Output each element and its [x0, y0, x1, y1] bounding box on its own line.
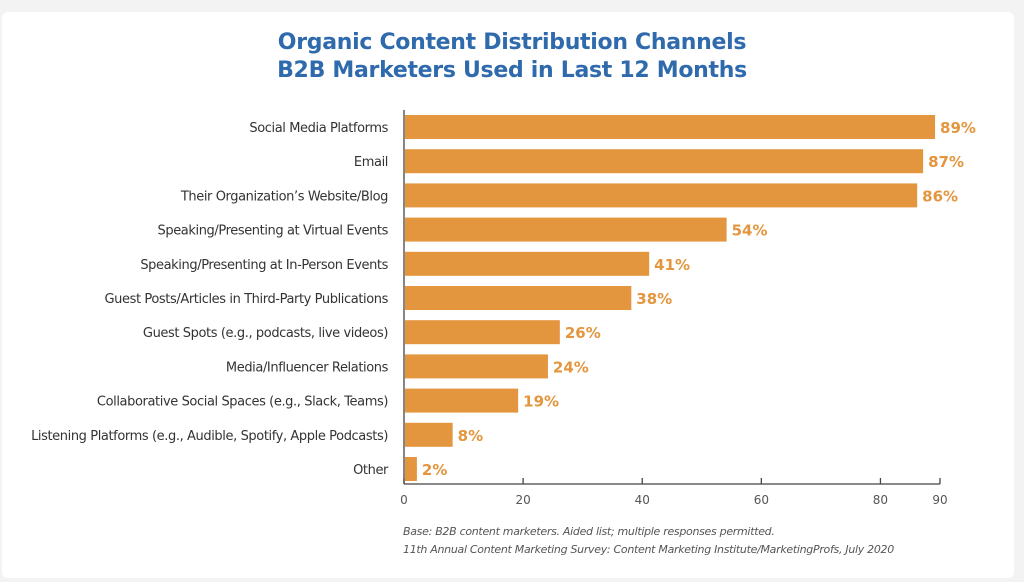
bar-value-label: 38% [636, 290, 672, 308]
category-label: Guest Spots (e.g., podcasts, live videos… [143, 326, 388, 341]
bar-value-label: 89% [940, 119, 976, 137]
x-tick-label: 90 [932, 493, 947, 507]
category-label: Email [354, 155, 388, 170]
category-label: Social Media Platforms [249, 121, 388, 136]
category-label: Their Organization’s Website/Blog [180, 189, 388, 204]
bar [405, 286, 632, 310]
category-label: Speaking/Presenting at In-Person Events [140, 258, 388, 273]
bar-value-label: 2% [422, 461, 447, 479]
bar [405, 422, 453, 447]
category-label: Speaking/Presenting at Virtual Events [157, 224, 388, 239]
bar-value-label: 19% [523, 393, 559, 411]
bar-value-label: 8% [458, 427, 483, 445]
x-tick-label: 40 [635, 493, 650, 507]
chart-title: Organic Content Distribution Channels [277, 30, 747, 55]
category-label: Other [353, 463, 389, 478]
bar [405, 115, 936, 139]
bar-value-label: 24% [553, 358, 589, 376]
x-tick-label: 60 [754, 493, 769, 507]
bar-value-label: 86% [922, 187, 958, 205]
bar [405, 217, 727, 242]
x-tick-label: 80 [873, 493, 888, 507]
bar [405, 457, 417, 481]
chart-note-base: Base: B2B content marketers. Aided list;… [403, 525, 775, 538]
category-label: Listening Platforms (e.g., Audible, Spot… [31, 429, 388, 444]
chart-subtitle: B2B Marketers Used in Last 12 Months [277, 58, 747, 83]
bar-value-label: 87% [928, 153, 964, 171]
bar-value-label: 54% [732, 222, 768, 240]
category-label: Guest Posts/Articles in Third-Party Publ… [104, 292, 388, 307]
chart-note-source: 11th Annual Content Marketing Survey: Co… [403, 543, 894, 556]
category-label: Media/Influencer Relations [226, 360, 389, 375]
category-label: Collaborative Social Spaces (e.g., Slack… [97, 395, 388, 410]
bar [405, 320, 560, 345]
bar [405, 149, 924, 174]
x-tick-label: 0 [400, 493, 408, 507]
bar-value-label: 26% [565, 324, 601, 342]
bar [405, 183, 918, 208]
bar [405, 388, 519, 413]
bar [405, 251, 650, 276]
bar-value-label: 41% [654, 256, 690, 274]
bar [405, 354, 548, 379]
x-tick-label: 20 [515, 493, 530, 507]
